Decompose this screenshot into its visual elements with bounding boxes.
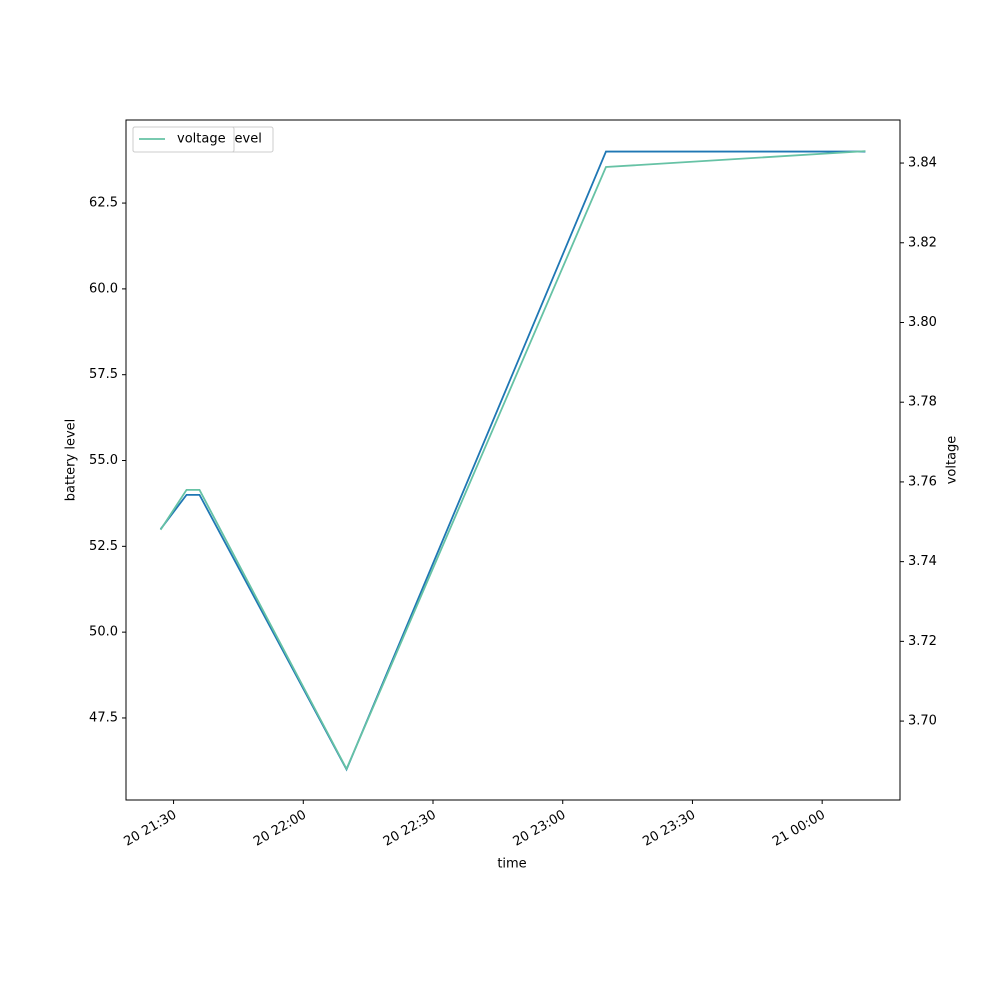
y2-tick-label: 3.82 (908, 235, 937, 250)
legend: voltage (132, 126, 235, 153)
y-tick-label: 55.0 (89, 453, 118, 468)
y2-tick-label: 3.74 (908, 554, 937, 569)
y2-axis-label: voltage (945, 436, 960, 485)
series-line (159, 150, 866, 771)
y-tick-label: 52.5 (89, 539, 118, 554)
y-tick-label: 62.5 (89, 196, 118, 211)
legend-label: voltage (177, 132, 226, 147)
series-line (159, 150, 866, 772)
y-axis-label: battery level (64, 419, 79, 502)
y-tick-label: 57.5 (89, 367, 118, 382)
y2-tick-label: 3.78 (908, 395, 937, 410)
y-tick-label: 47.5 (89, 710, 118, 725)
y2-tick-label: 3.80 (908, 315, 937, 330)
x-axis-label: time (497, 857, 526, 872)
legend-box (132, 126, 235, 153)
y2-tick-label: 3.84 (908, 156, 937, 171)
plot-frame (125, 119, 901, 801)
y2-tick-label: 3.76 (908, 474, 937, 489)
y-tick-label: 60.0 (89, 281, 118, 296)
y2-tick-label: 3.72 (908, 634, 937, 649)
y2-tick-label: 3.70 (908, 714, 937, 729)
y-tick-label: 50.0 (89, 625, 118, 640)
